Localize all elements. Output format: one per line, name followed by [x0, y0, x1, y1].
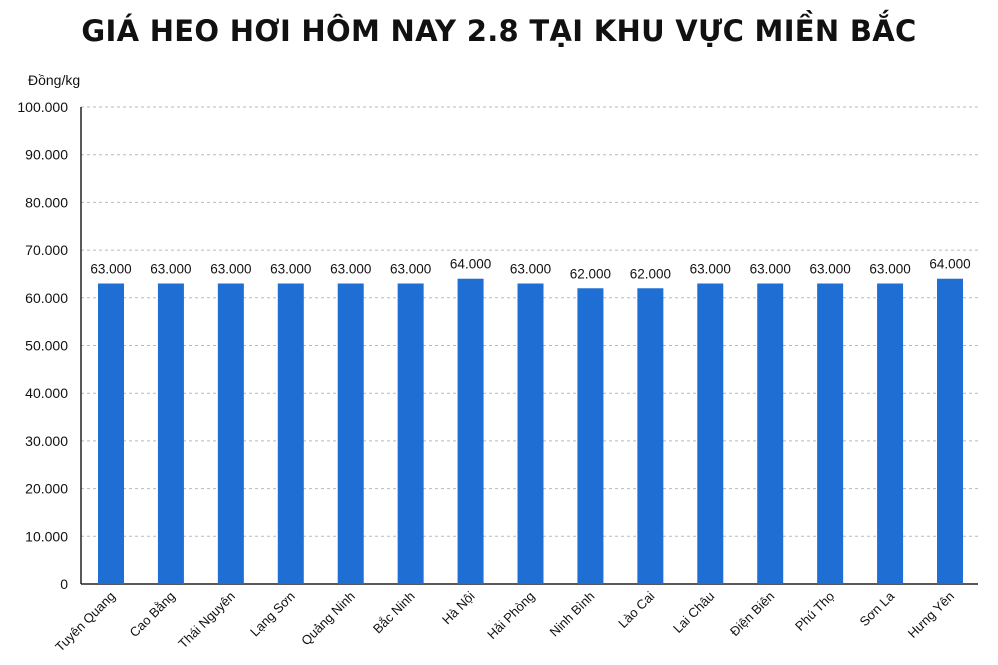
x-tick-label: Hà Nội	[439, 588, 478, 627]
y-tick-label: 0	[60, 576, 68, 592]
y-tick-label: 60.000	[25, 290, 68, 306]
bar	[157, 283, 184, 584]
data-label: 63.000	[690, 261, 731, 276]
x-tick-label: Hưng Yên	[905, 589, 957, 641]
data-label: 63.000	[90, 261, 131, 276]
bar	[397, 283, 424, 584]
bar	[277, 283, 304, 584]
y-tick-label: 50.000	[25, 338, 68, 354]
bar	[217, 283, 244, 584]
data-label: 63.000	[150, 261, 191, 276]
x-tick-label: Lai Châu	[670, 589, 717, 636]
data-label: 64.000	[929, 257, 970, 272]
data-label: 64.000	[450, 257, 491, 272]
y-tick-label: 20.000	[25, 481, 68, 497]
bar	[517, 283, 544, 584]
x-tick-label: Cao Bằng	[127, 589, 178, 640]
y-tick-label: 70.000	[25, 242, 68, 258]
y-tick-label: 90.000	[25, 147, 68, 163]
x-tick-label: Ninh Bình	[547, 589, 598, 640]
data-label: 63.000	[869, 261, 910, 276]
x-tick-label: Sơn La	[857, 588, 898, 629]
bar	[937, 278, 963, 584]
x-tick-label: Tuyên Quang	[52, 589, 118, 655]
bar	[577, 288, 604, 584]
data-label: 63.000	[510, 261, 551, 276]
data-label: 63.000	[750, 261, 791, 276]
data-label: 63.000	[330, 261, 371, 276]
bar	[877, 283, 904, 584]
data-label: 62.000	[630, 266, 671, 281]
data-label: 63.000	[270, 261, 311, 276]
bar	[457, 278, 484, 584]
data-label: 62.000	[570, 266, 611, 281]
x-tick-label: Lạng Sơn	[247, 589, 298, 640]
y-axis-label: Đồng/kg	[28, 72, 81, 88]
x-tick-label: Lào Cai	[615, 588, 657, 630]
bar	[757, 283, 784, 584]
data-label: 63.000	[809, 261, 850, 276]
x-tick-label: Phú Thọ	[792, 589, 837, 634]
x-tick-label: Thái Nguyên	[175, 589, 238, 652]
data-label: 63.000	[390, 261, 431, 276]
y-tick-label: 40.000	[25, 385, 68, 401]
x-tick-label: Điện Biên	[727, 589, 777, 639]
data-label: 63.000	[210, 261, 251, 276]
bar	[637, 288, 664, 584]
y-tick-label: 10.000	[25, 528, 68, 544]
x-tick-label: Quảng Ninh	[298, 589, 358, 649]
y-tick-label: 80.000	[25, 194, 68, 210]
bar	[337, 283, 364, 584]
x-tick-label: Bắc Ninh	[370, 589, 418, 637]
x-tick-label: Hải Phòng	[484, 589, 538, 643]
y-tick-label: 30.000	[25, 433, 68, 449]
bar	[98, 283, 124, 584]
chart-title: GIÁ HEO HƠI HÔM NAY 2.8 TẠI KHU VỰC MIỀN…	[81, 14, 917, 48]
bar	[697, 283, 724, 584]
bar	[817, 283, 844, 584]
y-tick-label: 100.000	[17, 99, 68, 115]
